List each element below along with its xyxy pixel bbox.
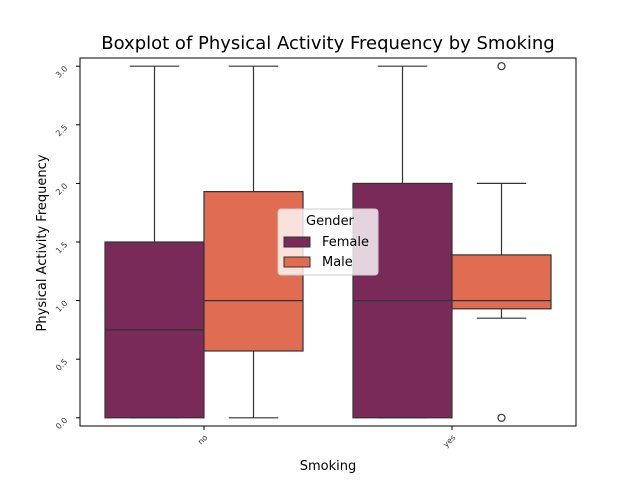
x-tick-label-no: no <box>196 433 209 446</box>
chart-title: Boxplot of Physical Activity Frequency b… <box>101 33 554 54</box>
y-tick-label-4: 2.0 <box>54 181 69 196</box>
y-tick-label-5: 2.5 <box>54 123 69 138</box>
y-axis-label: Physical Activity Frequency <box>35 154 50 331</box>
box-male-yes <box>451 254 552 310</box>
outlier-male-yes-1 <box>497 62 506 71</box>
legend-label-female: Female <box>322 235 369 250</box>
legend: Gender Female Male <box>277 208 379 276</box>
y-tick-label-2: 1.0 <box>54 299 69 314</box>
y-tick-label-0: 0.0 <box>54 416 69 431</box>
legend-title: Gender <box>306 214 355 229</box>
legend-swatch-female <box>283 236 311 248</box>
legend-swatch-male <box>283 256 311 268</box>
x-axis-label: Smoking <box>300 459 357 474</box>
legend-label-male: Male <box>322 255 353 270</box>
y-tick-label-3: 1.5 <box>54 240 69 255</box>
outlier-male-yes-0 <box>497 413 506 422</box>
axes: 0.0 0.5 1.0 1.5 2.0 2.5 3.0 no yes <box>54 57 577 449</box>
x-tick-label-yes: yes <box>441 433 457 449</box>
y-tick-label-6: 3.0 <box>54 64 69 79</box>
y-tick-label-1: 0.5 <box>54 357 69 372</box>
